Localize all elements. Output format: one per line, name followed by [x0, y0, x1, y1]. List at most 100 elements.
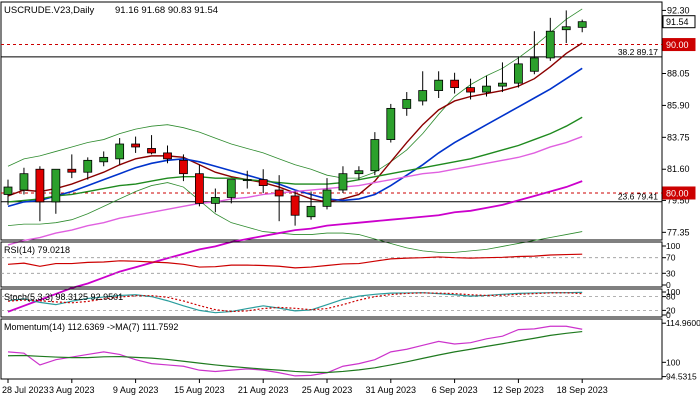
stoch-title: Stoch(5,3,3) 98.3125 92.9501	[4, 292, 123, 302]
rsi-tick-label: 70	[666, 253, 676, 263]
candle-body	[370, 139, 380, 172]
stoch-signal-line	[7, 292, 583, 313]
rsi-panel: 100 70 30 0 RSI(14) 79.0218	[0, 241, 680, 290]
price-panel-frame	[0, 1, 663, 241]
level-tag-upper-box	[662, 38, 696, 52]
momentum-tick-label: 114.9600	[666, 318, 700, 328]
candle-body	[274, 189, 284, 197]
candle-body	[529, 57, 539, 72]
date-tick-label: 25 Aug 2023	[302, 385, 353, 395]
rsi-tick-label: 100	[666, 241, 680, 251]
candle-body	[115, 143, 125, 160]
candle-body	[83, 159, 93, 173]
level-tag-lower: 80.00	[666, 188, 689, 198]
ma-blue-line	[7, 67, 583, 208]
rsi-panel-frame	[0, 241, 663, 288]
level-tag-lower-box	[662, 186, 696, 200]
price-tick-label: 77.35	[667, 227, 690, 237]
momentum-tick-label: 94.5315	[666, 372, 697, 382]
momentum-axis: 114.9600 100 94.5315	[662, 318, 700, 382]
candle-body	[306, 205, 316, 218]
candle-body	[434, 79, 444, 91]
ohlc-readout: 91.16 91.68 90.83 91.54	[115, 5, 218, 16]
momentum-panel-frame	[0, 318, 663, 380]
date-tick-label: 21 Aug 2023	[238, 385, 289, 395]
price-tick-label: 88.05	[667, 69, 690, 79]
momentum-plot	[7, 325, 583, 377]
candle-body	[450, 79, 460, 89]
fib-level-label: 38.2 89.17	[618, 47, 658, 57]
candle-body	[561, 26, 571, 31]
candle-body	[418, 90, 428, 102]
date-tick-label: 12 Sep 2023	[493, 385, 544, 395]
momentum-title: Momentum(14) 112.6369 ->MA(7) 111.7592	[4, 322, 178, 332]
candle-body	[99, 156, 109, 163]
chart-title: USCRUDE.V23,Daily	[4, 5, 95, 16]
date-axis: 28 Jul 2023 3 Aug 2023 9 Aug 2023 15 Aug 20…	[2, 379, 608, 395]
bollinger-lower-line	[7, 182, 583, 253]
stoch-plot	[1, 291, 662, 314]
candle-body	[35, 168, 45, 203]
candle-body	[194, 173, 204, 204]
candle-body	[131, 143, 141, 148]
candle-body	[3, 186, 13, 195]
candle-body	[545, 30, 555, 59]
price-tick-label: 92.30	[667, 5, 690, 15]
momentum-ma-line	[7, 330, 583, 374]
candle-body	[19, 173, 29, 191]
fib-level-label: 23.6 79.41	[618, 192, 658, 202]
candle-body	[354, 170, 364, 175]
candle-body	[338, 173, 348, 191]
candle-body	[322, 189, 332, 207]
price-panel: 38.2 89.17 23.6 79.41 92.30 90.00 88.05 85.9…	[0, 1, 696, 313]
price-tick-label: 79.50	[667, 195, 690, 205]
stoch-tick-label: 20	[666, 305, 676, 315]
candle-body	[290, 195, 300, 216]
date-tick-label: 28 Jul 2023	[2, 385, 49, 395]
candle-body	[258, 179, 268, 186]
rsi-tick-label: 30	[666, 268, 676, 278]
ma-magenta-line	[7, 180, 583, 313]
candle-body	[147, 148, 156, 154]
candle-body	[179, 159, 188, 175]
candle-body	[577, 21, 587, 28]
date-tick-label: 15 Aug 2023	[174, 385, 225, 395]
stoch-tick-label: 0	[666, 310, 671, 320]
level-tag-upper: 90.00	[666, 40, 689, 50]
stoch-tick-label: 100	[666, 287, 680, 297]
momentum-line	[7, 325, 583, 377]
candle-body	[482, 85, 491, 93]
candle-body	[226, 179, 236, 198]
rsi-tick-label: 0	[666, 280, 671, 290]
rsi-plot	[1, 253, 662, 274]
date-tick-label: 9 Aug 2023	[113, 385, 159, 395]
momentum-panel: 114.9600 100 94.5315 Momentum(14) 112.6369…	[0, 318, 700, 382]
price-tick-label: 83.75	[667, 132, 690, 142]
momentum-tick-label: 100	[666, 357, 680, 367]
stoch-main-line	[7, 291, 583, 314]
date-tick-label: 31 Aug 2023	[366, 385, 417, 395]
candle-body	[51, 168, 61, 203]
candle-body	[386, 107, 396, 140]
price-tick-label: 81.60	[667, 164, 690, 174]
rsi-title: RSI(14) 79.0218	[4, 245, 70, 255]
last-price-tag: 91.54	[666, 17, 689, 27]
price-tick-label: 85.90	[667, 100, 690, 110]
candle-body	[242, 179, 252, 182]
candle-body	[402, 99, 412, 109]
candle-body	[514, 63, 523, 84]
candle-body	[67, 168, 77, 173]
stoch-panel-frame	[0, 288, 663, 318]
date-tick-label: 3 Aug 2023	[49, 385, 95, 395]
stoch-tick-label: 80	[666, 292, 676, 302]
rsi-line	[7, 253, 583, 269]
price-tags: 90.00 80.00 91.54	[662, 15, 696, 200]
candle-body	[498, 82, 507, 87]
date-tick-label: 18 Sep 2023	[557, 385, 608, 395]
candlesticks	[3, 10, 587, 226]
last-price-tag-box	[662, 15, 696, 29]
